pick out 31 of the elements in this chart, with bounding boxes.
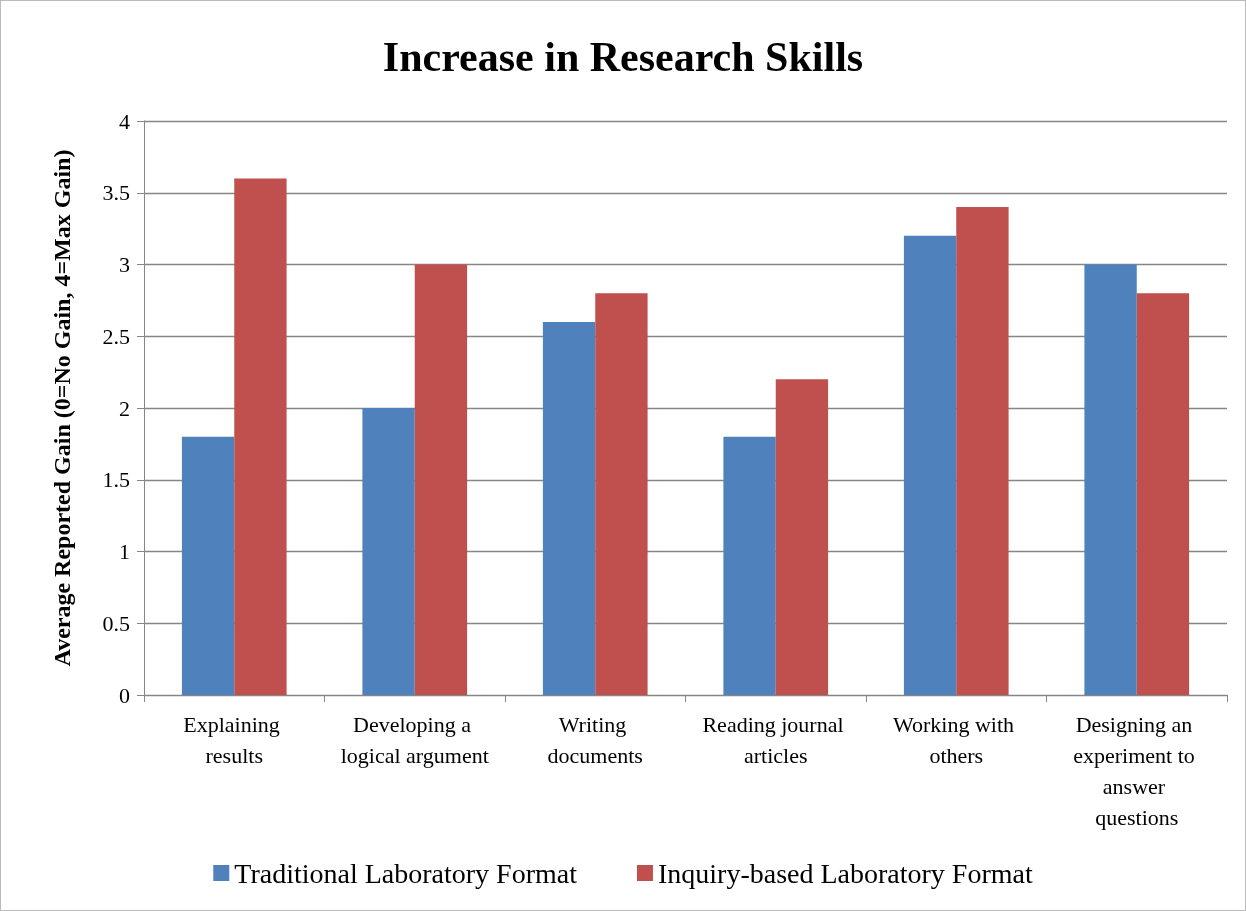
legend-label: Traditional Laboratory Format xyxy=(234,857,578,889)
bar xyxy=(234,178,287,695)
y-axis-title: Average Reported Gain (0=No Gain, 4=Max Gain) xyxy=(49,149,75,667)
bar xyxy=(1136,293,1190,695)
bar xyxy=(903,235,957,695)
x-tick-label: Designing an experiment to answer questions xyxy=(1073,712,1201,830)
y-tick-label: 1 xyxy=(119,539,130,564)
x-tick-label: Writing documents xyxy=(547,712,643,768)
y-tick-label: 1.5 xyxy=(102,467,130,493)
legend-label: Inquiry-based Laboratory Format xyxy=(657,857,1033,889)
bar xyxy=(723,436,776,695)
y-tick-label: 3.5 xyxy=(102,180,130,206)
y-tick-label: 2.5 xyxy=(102,323,130,349)
y-tick-label: 0 xyxy=(119,682,130,708)
y-tick-label: 0.5 xyxy=(102,610,130,636)
x-tick-label: Reading journal articles xyxy=(702,712,850,768)
bar xyxy=(595,293,648,695)
y-tick-label: 2 xyxy=(119,395,130,421)
bar xyxy=(775,379,829,695)
bar xyxy=(1084,264,1137,695)
bar xyxy=(542,321,596,695)
bar xyxy=(414,264,468,695)
bar xyxy=(362,408,415,695)
chart-title: Increase in Research Skills xyxy=(382,34,864,80)
y-tick-label: 3 xyxy=(119,252,130,277)
bar xyxy=(181,436,235,695)
y-tick-label: 4 xyxy=(119,108,130,134)
x-tick-label: Explaining results xyxy=(183,712,286,768)
x-tick-label: Working with others xyxy=(892,712,1020,768)
x-tick-label: Developing a logical argument xyxy=(340,712,489,768)
bar xyxy=(956,207,1009,695)
